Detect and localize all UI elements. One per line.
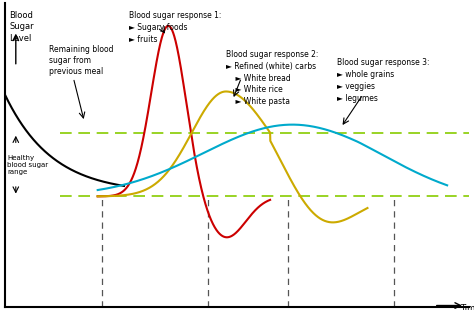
Text: Blood sugar response 1:
► Sugary foods
► fruits: Blood sugar response 1: ► Sugary foods ►… xyxy=(128,11,221,44)
Text: Blood
Sugar
Level: Blood Sugar Level xyxy=(9,11,34,42)
Text: Healthy
blood sugar
range: Healthy blood sugar range xyxy=(7,155,48,175)
Text: Blood sugar response 3:
► whole grains
► veggies
► legumes: Blood sugar response 3: ► whole grains ►… xyxy=(337,58,429,103)
Text: Remaining blood
sugar from
previous meal: Remaining blood sugar from previous meal xyxy=(49,45,113,76)
Text: Blood sugar response 2:
► Refined (white) carbs
    ► White bread
    ► White ri: Blood sugar response 2: ► Refined (white… xyxy=(226,50,319,106)
Text: Time: Time xyxy=(460,304,474,310)
